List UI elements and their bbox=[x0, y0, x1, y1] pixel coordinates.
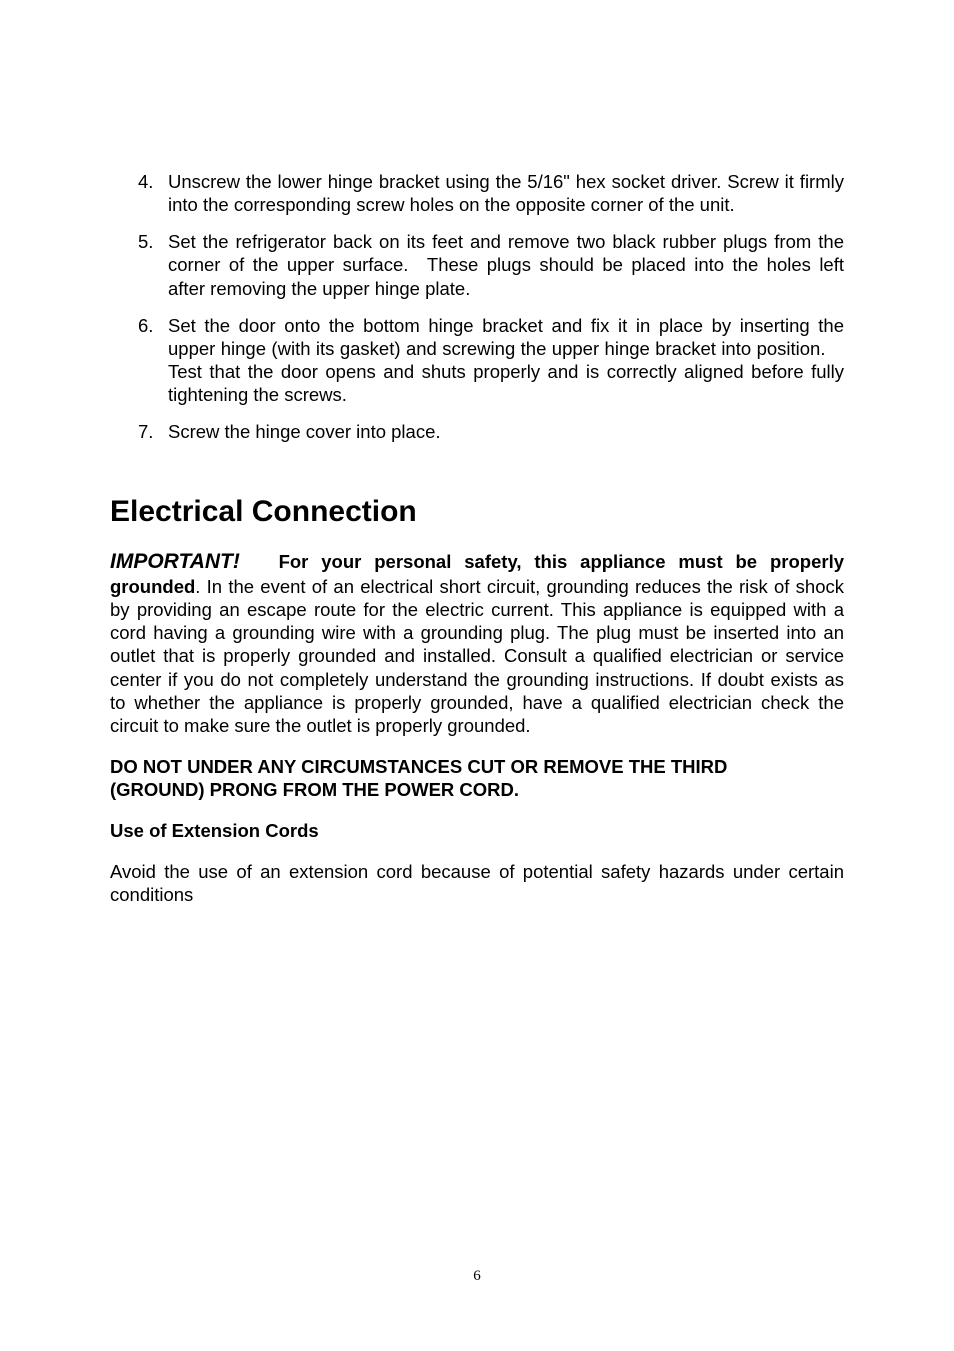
instruction-item: 7.Screw the hinge cover into place. bbox=[110, 420, 844, 443]
subheading: Use of Extension Cords bbox=[110, 819, 844, 842]
page-number: 6 bbox=[110, 1267, 844, 1286]
instruction-text: Screw the hinge cover into place. bbox=[168, 420, 844, 443]
instruction-text: Set the refrigerator back on its feet an… bbox=[168, 230, 844, 299]
warning-line-1: DO NOT UNDER ANY CIRCUMSTANCES CUT OR RE… bbox=[110, 756, 727, 777]
instruction-item: 6.Set the door onto the bottom hinge bra… bbox=[110, 314, 844, 407]
instruction-list: 4.Unscrew the lower hinge bracket using … bbox=[110, 170, 844, 443]
instruction-item: 4.Unscrew the lower hinge bracket using … bbox=[110, 170, 844, 216]
important-body: . In the event of an electrical short ci… bbox=[110, 576, 844, 736]
important-paragraph: IMPORTANT! For your personal safety, thi… bbox=[110, 549, 844, 737]
extension-cord-body: Avoid the use of an extension cord becau… bbox=[110, 860, 844, 906]
instruction-number: 5. bbox=[138, 230, 168, 299]
warning-text: DO NOT UNDER ANY CIRCUMSTANCES CUT OR RE… bbox=[110, 755, 844, 801]
instruction-text: Unscrew the lower hinge bracket using th… bbox=[168, 170, 844, 216]
important-label: IMPORTANT! bbox=[110, 550, 240, 573]
warning-line-2: (GROUND) PRONG FROM THE POWER CORD. bbox=[110, 779, 519, 800]
instruction-text: Set the door onto the bottom hinge brack… bbox=[168, 314, 844, 407]
instruction-number: 6. bbox=[138, 314, 168, 407]
instruction-number: 7. bbox=[138, 420, 168, 443]
instruction-number: 4. bbox=[138, 170, 168, 216]
section-heading: Electrical Connection bbox=[110, 493, 844, 531]
instruction-item: 5.Set the refrigerator back on its feet … bbox=[110, 230, 844, 299]
